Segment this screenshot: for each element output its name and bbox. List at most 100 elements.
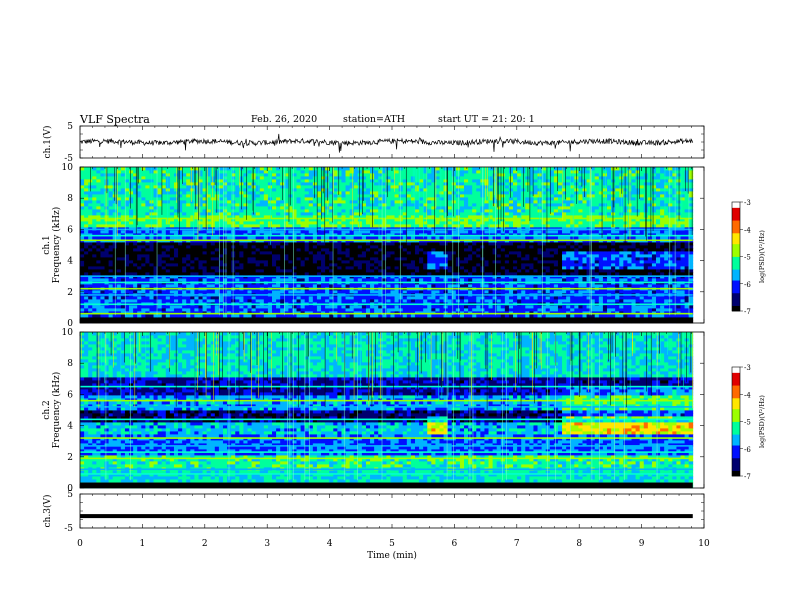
ch1-spectrogram-cell <box>300 248 306 252</box>
ch1-spectrogram-cell <box>517 290 522 294</box>
ch1-spectrogram-cell <box>210 260 216 264</box>
ch1-spectrogram-cell <box>574 254 579 258</box>
ch1-spectrogram-cell <box>329 311 334 315</box>
ch1-spectrogram-cell <box>459 248 465 252</box>
ch1-spectrogram-cell <box>410 266 416 270</box>
ch1-spectrogram-cell <box>627 305 632 309</box>
ch1-spectrogram-cell <box>451 260 457 264</box>
ch1-spectrogram-cell <box>357 290 363 294</box>
ch1-spectrogram-cell <box>104 257 109 261</box>
ch1-spectrogram-cell <box>186 257 191 261</box>
ch1-spectrogram-cell <box>476 272 481 276</box>
ch1-spectrogram-cell <box>263 236 269 240</box>
ch1-spectrogram-cell <box>619 263 624 267</box>
ch1-spectrogram-cell <box>300 233 306 237</box>
ch1-spectrogram-cell <box>365 269 371 273</box>
ch1-spectrogram-cell <box>631 269 636 273</box>
ch1-spectrogram-cell <box>108 242 114 246</box>
ch1-spectrogram-cell <box>513 236 518 240</box>
ch1-spectrogram-cell <box>627 233 632 237</box>
ch1-spectrogram-cell <box>476 299 481 303</box>
ch1-spectrogram-cell <box>316 245 322 249</box>
ch1-spectrogram-cell <box>329 254 334 258</box>
ch1-spectrogram-cell <box>570 305 575 309</box>
ch1-spectrogram-cell <box>611 308 616 312</box>
ch1-spectrogram-cell <box>374 314 379 318</box>
ch1-spectrogram-cell <box>419 245 424 249</box>
ch1-spectrogram-cell <box>243 263 248 267</box>
ch1-spectrogram-cell <box>120 245 126 249</box>
ch1-spectrogram-cell <box>664 305 669 309</box>
ch1-spectrogram-cell <box>92 296 97 300</box>
ch1-spectrogram-cell <box>635 284 641 288</box>
ch1-spectrogram-cell <box>96 224 101 228</box>
ch1-spectrogram-cell <box>157 308 163 312</box>
ch1-spectrogram-cell <box>623 260 628 264</box>
ch1-spectrogram-cell <box>676 257 681 261</box>
ch1-spectrogram-cell <box>92 257 97 261</box>
ch1-spectrogram-cell <box>141 242 146 246</box>
ch1-spectrogram-cell <box>267 314 273 318</box>
ch1-spectrogram-cell <box>190 245 195 249</box>
ch1-spectrogram-cell <box>562 299 567 303</box>
ch1-spectrogram-cell <box>304 242 310 246</box>
ch1-spectrogram-cell <box>414 314 420 318</box>
ch1-spectrogram-cell <box>533 296 538 300</box>
ch1-spectrogram-cell <box>566 248 571 252</box>
ch1-spectrogram-cell <box>218 230 224 234</box>
ch1-spectrogram-cell <box>137 245 142 249</box>
ch1-spectrogram-cell <box>517 305 522 309</box>
ch1-spectrogram-cell <box>178 266 183 270</box>
ch1-spectrogram-cell <box>508 260 514 264</box>
ch1-spectrogram-cell <box>116 257 122 261</box>
ch1-spectrogram-cell <box>566 236 571 240</box>
ch1-spectrogram-cell <box>325 296 330 300</box>
ch1-spectrogram-cell <box>186 284 191 288</box>
ch1-spectrogram-cell <box>100 296 105 300</box>
ch1-spectrogram-cell <box>651 263 657 267</box>
ch1-spectrogram-cell <box>545 230 551 234</box>
ch1-spectrogram-cell <box>492 272 498 276</box>
ch1-spectrogram-cell <box>222 251 228 255</box>
ch1-spectrogram-cell <box>116 278 122 282</box>
ch1-spectrogram-cell <box>206 314 212 318</box>
ch1-spectrogram-cell <box>112 257 118 261</box>
ch1-spectrogram-cell <box>345 311 351 315</box>
ch1-spectrogram-cell <box>427 254 432 258</box>
ch1-spectrogram-cell <box>222 233 228 237</box>
ch1-spectrogram-cell <box>464 254 469 258</box>
ch1-spectrogram-cell <box>668 263 673 267</box>
ch1-spectrogram-cell <box>398 299 404 303</box>
ch1-spectrogram-cell <box>468 233 473 237</box>
ch1-spectrogram-cell <box>88 272 93 276</box>
ch1-spectrogram-cell <box>124 278 130 282</box>
ch1-spectrogram-cell <box>414 278 420 282</box>
ch1-spectrogram-cell <box>276 272 281 276</box>
ch1-spectrogram-cell <box>419 230 424 234</box>
ch1-spectrogram-cell <box>643 251 649 255</box>
ch1-spectrogram-cell <box>247 236 252 240</box>
ch1-spectrogram-cell <box>382 290 387 294</box>
ch1-spectrogram-cell <box>410 278 416 282</box>
ch1-spectrogram-cell <box>165 305 171 309</box>
ch1-spectrogram-cell <box>312 224 318 228</box>
ch1-spectrogram-cell <box>508 251 514 255</box>
ch1-spectrogram-cell <box>553 230 559 234</box>
ch1-spectrogram-cell <box>329 245 334 249</box>
ch1-spectrogram-cell <box>459 284 465 288</box>
ch1-spectrogram-cell <box>419 269 424 273</box>
ch1-spectrogram-cell <box>112 272 118 276</box>
ch1-spectrogram-cell <box>202 248 208 252</box>
ch1-spectrogram-cell <box>660 236 665 240</box>
ch1-spectrogram-cell <box>116 314 122 318</box>
ch1-spectrogram-cell <box>357 257 363 261</box>
ch1-spectrogram-cell <box>178 272 183 276</box>
ch1-spectrogram-cell <box>517 311 522 315</box>
ch1-spectrogram-cell <box>566 266 571 270</box>
ch1-spectrogram-cell <box>304 266 310 270</box>
ch1-spectrogram-cell <box>218 236 224 240</box>
ch1-spectrogram-cell <box>120 242 126 246</box>
ch1-spectrogram-cell <box>116 308 122 312</box>
ch1-spectrogram-cell <box>402 263 408 267</box>
ch1-spectrogram-cell <box>276 251 281 255</box>
